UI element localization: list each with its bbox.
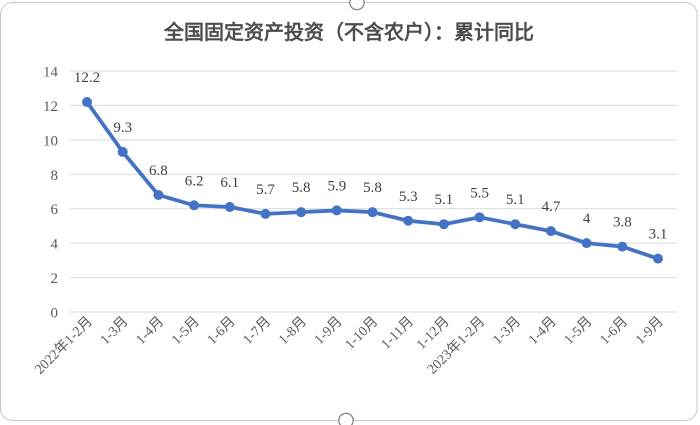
data-point-label: 5.8 bbox=[292, 180, 311, 196]
data-point-marker bbox=[367, 207, 378, 218]
data-point-marker bbox=[653, 253, 663, 264]
data-point-label: 5.1 bbox=[506, 192, 525, 208]
data-point-label: 9.3 bbox=[113, 120, 132, 136]
data-point-marker bbox=[296, 207, 307, 218]
selection-handle-top[interactable] bbox=[349, 0, 365, 11]
data-point-label: 5.1 bbox=[435, 192, 454, 208]
data-point-label: 6.1 bbox=[220, 175, 239, 191]
data-point-marker bbox=[545, 226, 556, 237]
data-point-label: 5.3 bbox=[399, 189, 418, 205]
y-axis-tick-label: 2 bbox=[51, 271, 59, 287]
chart-title: 全国固定资产投资（不含农户）：累计同比 bbox=[163, 20, 534, 44]
data-point-marker bbox=[581, 238, 592, 249]
data-point-marker bbox=[224, 201, 235, 212]
data-point-label: 6.8 bbox=[149, 163, 168, 179]
data-point-marker bbox=[617, 241, 628, 252]
data-point-marker bbox=[474, 212, 485, 223]
data-point-marker bbox=[153, 189, 164, 200]
data-point-label: 5.7 bbox=[256, 182, 275, 198]
data-point-label: 5.9 bbox=[327, 178, 346, 194]
y-axis-tick-label: 10 bbox=[43, 133, 58, 149]
data-point-marker bbox=[260, 208, 271, 219]
data-point-label: 3.8 bbox=[613, 215, 632, 231]
y-axis-tick-label: 8 bbox=[51, 168, 59, 184]
data-point-label: 6.2 bbox=[185, 173, 204, 189]
data-point-label: 5.5 bbox=[470, 185, 489, 201]
y-axis-tick-label: 6 bbox=[51, 202, 59, 218]
y-axis-tick-label: 0 bbox=[51, 306, 59, 322]
data-point-marker bbox=[117, 146, 128, 157]
data-point-marker bbox=[331, 205, 342, 216]
selection-handle-bottom[interactable] bbox=[338, 412, 354, 425]
data-point-marker bbox=[438, 219, 449, 230]
data-point-label: 12.2 bbox=[74, 70, 100, 86]
data-point-marker bbox=[403, 215, 414, 226]
data-point-marker bbox=[189, 200, 200, 211]
y-axis-tick-label: 14 bbox=[43, 65, 59, 81]
data-point-label: 4 bbox=[583, 211, 591, 227]
data-point-marker bbox=[510, 219, 521, 230]
data-point-label: 3.1 bbox=[649, 227, 668, 243]
y-axis-tick-label: 12 bbox=[43, 99, 58, 115]
y-axis-tick-label: 4 bbox=[51, 237, 59, 253]
data-point-label: 5.8 bbox=[363, 180, 382, 196]
data-point-label: 4.7 bbox=[542, 199, 561, 215]
data-point-marker bbox=[82, 96, 92, 107]
